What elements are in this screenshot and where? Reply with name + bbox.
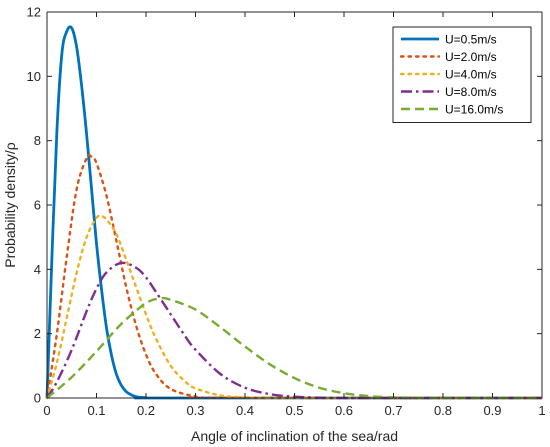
legend-entry: U=4.0m/s	[445, 68, 497, 82]
y-axis-label: Probability density/ρ	[2, 142, 18, 268]
x-tick-label: 0.5	[285, 403, 303, 418]
x-tick-label: 0.1	[87, 403, 105, 418]
x-tick-label: 0	[43, 403, 50, 418]
y-tick-label: 2	[34, 326, 41, 341]
y-tick-label: 6	[34, 198, 41, 213]
x-tick-label: 0.8	[434, 403, 452, 418]
x-tick-label: 0.2	[137, 403, 155, 418]
legend-entry: U=2.0m/s	[445, 50, 497, 64]
x-tick-label: 0.4	[236, 403, 254, 418]
x-tick-label: 1	[538, 403, 545, 418]
x-axis-label: Angle of inclination of the sea/rad	[191, 428, 398, 444]
legend-entry: U=0.5m/s	[445, 33, 497, 47]
legend-entry: U=8.0m/s	[445, 85, 497, 99]
y-tick-label: 4	[34, 262, 41, 277]
x-tick-label: 0.7	[384, 403, 402, 418]
x-tick-label: 0.9	[483, 403, 501, 418]
x-tick-label: 0.3	[186, 403, 204, 418]
legend: U=0.5m/s U=2.0m/s U=4.0m/s U=8.0m/s U=16.0m/…	[392, 26, 532, 123]
x-tick-label: 0.6	[335, 403, 353, 418]
y-tick-label: 8	[34, 133, 41, 148]
y-tick-label: 12	[27, 5, 41, 20]
series-line-5	[46, 296, 542, 400]
y-tick-label: 10	[27, 69, 41, 84]
legend-entry: U=16.0m/s	[445, 103, 503, 117]
series-line-1	[45, 25, 542, 400]
y-tick-label: 0	[34, 391, 41, 406]
